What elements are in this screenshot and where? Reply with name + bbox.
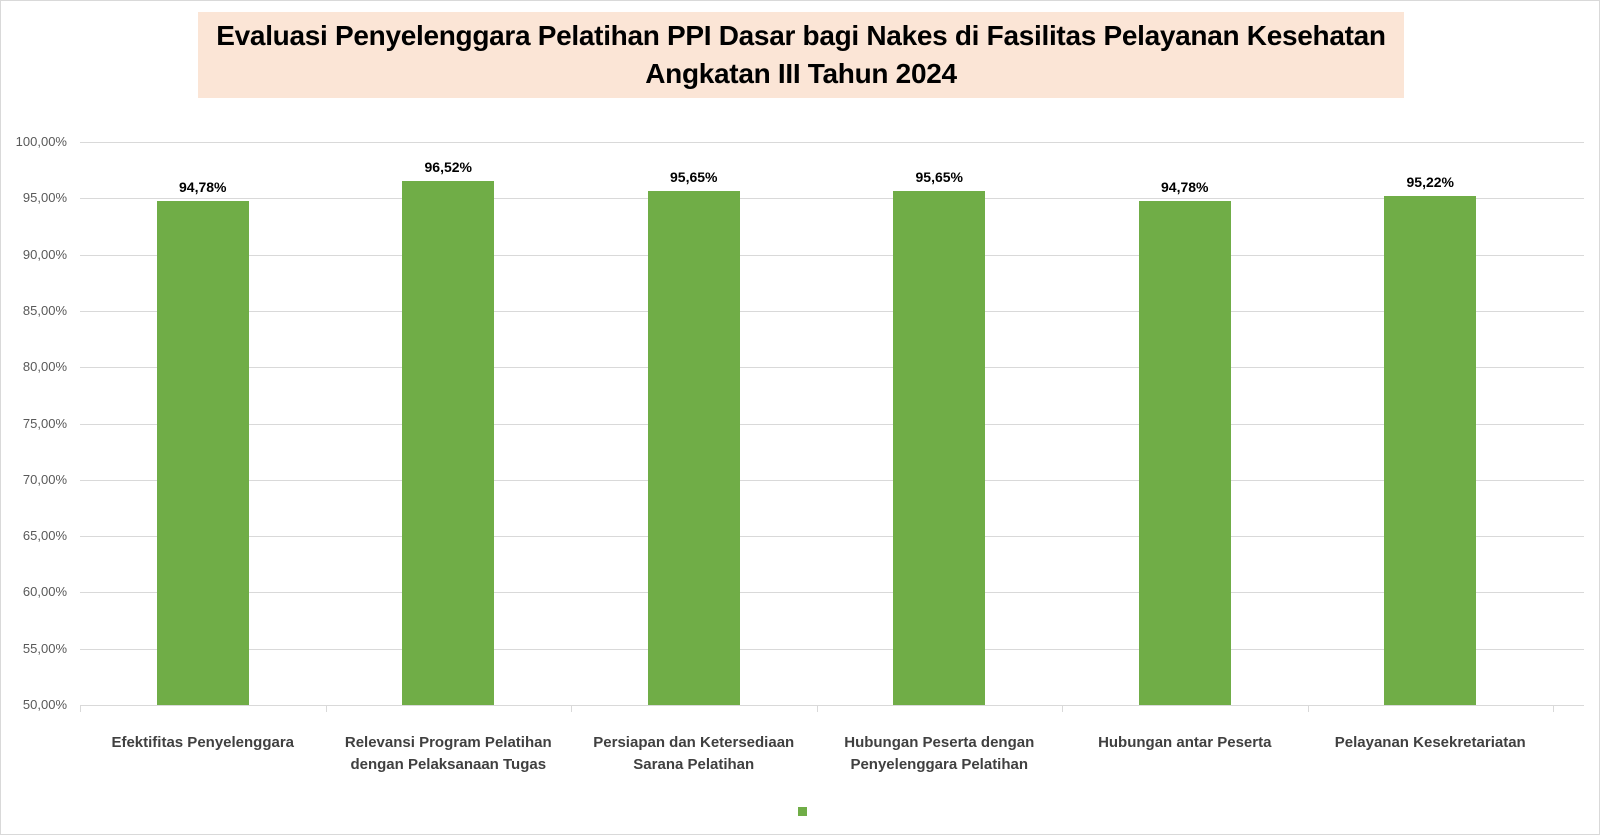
bar (647, 190, 740, 705)
x-tick-mark (1062, 705, 1063, 712)
gridline (80, 198, 1584, 200)
y-tick-label: 75,00% (22, 415, 67, 431)
bar-value-label: 94,78% (179, 178, 227, 195)
x-category-label-line: Sarana Pelatihan (633, 756, 755, 773)
gridline (80, 479, 1584, 481)
legend-swatch-icon (798, 807, 807, 816)
gridline (80, 592, 1584, 594)
y-tick-label: 80,00% (22, 359, 67, 375)
x-category-label-line: Persiapan dan Ketersediaan (593, 734, 795, 751)
y-tick-label: 95,00% (22, 190, 67, 206)
x-category-label-line: Relevansi Program Pelatihan (344, 734, 552, 751)
x-category-label-line: Hubungan Peserta dengan (844, 734, 1035, 751)
x-category-label: Hubungan antar Peserta (1065, 732, 1305, 754)
bar-value-label: 95,65% (670, 168, 718, 185)
x-tick-mark (1553, 705, 1554, 712)
x-category-label: Efektifitas Penyelenggara (83, 732, 323, 754)
y-tick-label: 85,00% (22, 302, 67, 318)
x-tick-mark (325, 705, 327, 712)
bar-value-label: 94,78% (1161, 178, 1209, 195)
y-tick-label: 100,00% (15, 134, 67, 149)
gridline (80, 310, 1584, 312)
x-tick-mark (80, 705, 81, 712)
x-category-label-line: Pelayanan Kesekretariatan (1334, 734, 1526, 751)
y-tick-label: 50,00% (22, 697, 67, 712)
x-category-label: Relevansi Program Pelatihan dengan Pelaks… (328, 732, 568, 776)
y-tick-label: 55,00% (22, 640, 67, 656)
chart-title: Evaluasi Penyelenggara Pelatihan PPI Das… (198, 12, 1404, 98)
x-category-label: Hubungan Peserta dengan Penyelenggara Pel… (819, 732, 1059, 776)
x-axis-line (80, 705, 1584, 706)
x-tick-mark (571, 705, 572, 712)
bar (402, 181, 495, 705)
gridline (80, 254, 1584, 256)
x-category-label-line: Hubungan antar Peserta (1098, 734, 1272, 751)
x-category-label-line: dengan Pelaksanaan Tugas (350, 756, 547, 773)
bar-value-label: 95,65% (915, 168, 963, 185)
y-tick-label: 60,00% (22, 584, 67, 600)
bar (1384, 195, 1477, 705)
x-category-label: Persiapan dan Ketersediaan Sarana Pelatih… (574, 732, 814, 776)
bar (156, 200, 249, 705)
plot-area: 100,00% 95,00% 90,00% 85,00% 80,00% 75,00% 70,… (16, 134, 1584, 712)
x-category-label-line: Efektifitas Penyelenggara (111, 734, 295, 751)
x-tick-mark (1307, 705, 1309, 712)
gridline (80, 142, 1584, 143)
bar-value-label: 95,22% (1406, 173, 1454, 190)
chart-title-line-2: Angkatan III Tahun 2024 (645, 58, 957, 89)
y-tick-label: 65,00% (22, 528, 67, 544)
gridline (80, 423, 1584, 425)
gridline (80, 648, 1584, 650)
y-tick-label: 90,00% (22, 246, 67, 262)
bar-value-label: 96,52% (424, 159, 472, 176)
bar (893, 190, 986, 705)
y-tick-label: 70,00% (22, 471, 67, 487)
x-category-label: Pelayanan Kesekretariatan (1310, 732, 1550, 754)
x-tick-mark (816, 705, 818, 712)
bar (1138, 200, 1231, 705)
chart-title-line-1: Evaluasi Penyelenggara Pelatihan PPI Das… (216, 20, 1386, 51)
x-category-label-line: Penyelenggara Pelatihan (850, 756, 1029, 773)
gridline (80, 536, 1584, 538)
gridline (80, 367, 1584, 369)
